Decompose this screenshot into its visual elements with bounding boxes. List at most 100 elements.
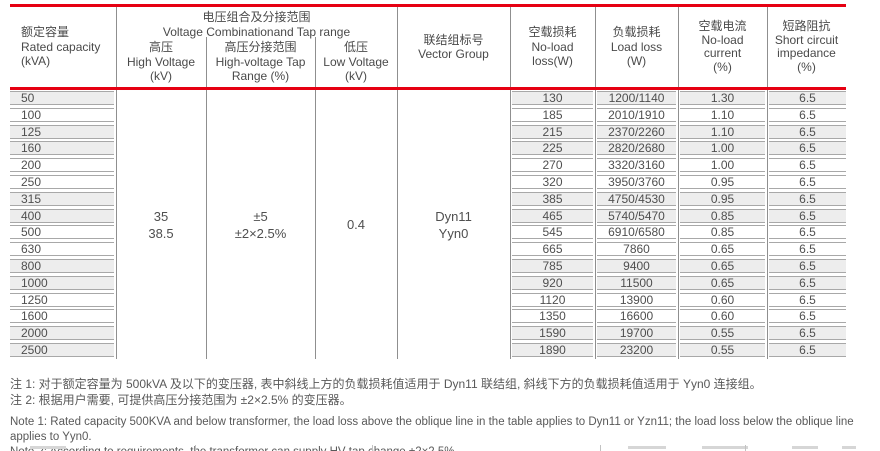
table-row: 400 465 5740/5470 0.85 6.5	[10, 208, 846, 225]
header-rated-capacity: 额定容量 Rated capacity (kVA)	[10, 7, 116, 87]
clipped-fragment	[842, 446, 856, 449]
notes-section: 注 1: 对于额定容量为 500kVA 及以下的变压器, 表中斜线上方的负载损耗…	[10, 377, 876, 451]
header-rated-capacity-en: Rated capacity	[21, 39, 101, 54]
column-divider	[397, 7, 398, 87]
table-row: 50 130 1200/1140 1.30 6.5	[10, 90, 846, 107]
table-row: 2500 1890 23200 0.55 6.5	[10, 342, 846, 359]
cell-no-load-loss: 1120	[512, 292, 593, 307]
cell-capacity: 500	[10, 225, 114, 240]
cell-impedance: 6.5	[769, 326, 846, 341]
cell-capacity: 1000	[10, 275, 114, 290]
header-low-voltage-unit: (kV)	[345, 69, 367, 84]
table-row: 125 215 2370/2260 1.10 6.5	[10, 124, 846, 141]
table-header: 额定容量 Rated capacity (kVA) 电压组合及分接范围 Volt…	[10, 4, 846, 90]
cell-impedance: 6.5	[769, 309, 846, 324]
cell-no-load-current: 0.85	[680, 208, 765, 223]
cell-capacity: 315	[10, 191, 114, 206]
cell-load-loss: 2370/2260	[597, 124, 676, 139]
cell-impedance: 6.5	[769, 91, 846, 105]
cell-no-load-current: 1.00	[680, 141, 765, 156]
table-row: 2000 1590 19700 0.55 6.5	[10, 325, 846, 342]
cell-no-load-loss: 1590	[512, 326, 593, 341]
column-divider	[397, 90, 398, 359]
header-no-load-current-en: No-load	[701, 32, 744, 47]
cell-no-load-loss: 1890	[512, 342, 593, 357]
clipped-divider	[372, 445, 373, 451]
cell-impedance: 6.5	[769, 191, 846, 206]
header-vector-group: 联结组标号 Vector Group	[397, 7, 510, 87]
cell-capacity: 1250	[10, 292, 114, 307]
table-row: 200 270 3320/3160 1.00 6.5	[10, 157, 846, 174]
header-voltage-group: 电压组合及分接范围 Voltage Combinationand Tap ran…	[116, 10, 397, 40]
header-low-voltage: 低压 Low Voltage (kV)	[315, 37, 397, 87]
cell-impedance: 6.5	[769, 258, 846, 273]
header-no-load-loss-zh: 空载损耗	[528, 25, 577, 40]
cell-no-load-current: 0.60	[680, 309, 765, 324]
table-row: 1000 920 11500 0.65 6.5	[10, 275, 846, 292]
cell-impedance: 6.5	[769, 174, 846, 189]
cell-no-load-current: 0.65	[680, 242, 765, 257]
header-load-loss-en: Load loss	[610, 39, 663, 54]
header-no-load-loss: 空载损耗 No-load loss(W)	[510, 7, 595, 87]
table-body: 50 130 1200/1140 1.30 6.5 100 185 2010/1910 1.10…	[10, 90, 846, 359]
note-2-zh: 注 2: 根据用户需要, 可提供高压分接范围为 ±2×2.5% 的变压器。	[10, 392, 352, 407]
table-row: 1600 1350 16600 0.60 6.5	[10, 308, 846, 325]
cell-no-load-current: 0.60	[680, 292, 765, 307]
note-1-zh: 注 1: 对于额定容量为 500kVA 及以下的变压器, 表中斜线上方的负载损耗…	[10, 377, 762, 391]
merged-high-voltage-value: 35 38.5	[148, 208, 174, 241]
table-row: 250 320 3950/3760 0.95 6.5	[10, 174, 846, 191]
header-rated-capacity-zh: 额定容量	[21, 25, 70, 40]
column-divider	[595, 90, 596, 359]
cell-no-load-loss: 665	[512, 242, 593, 257]
column-divider	[767, 7, 768, 87]
note-1-en: Note 1: Rated capacity 500KVA and below …	[10, 416, 854, 443]
header-short-circuit-zh: 短路阻抗	[782, 19, 831, 33]
cell-load-loss: 6910/6580	[597, 225, 676, 240]
cell-load-loss: 7860	[597, 242, 676, 257]
header-low-voltage-en: Low Voltage	[323, 54, 389, 69]
cell-impedance: 6.5	[769, 242, 846, 257]
cell-no-load-current: 1.30	[680, 91, 765, 105]
header-hv-tap-range: 高压分接范围 High-voltage Tap Range (%)	[206, 37, 315, 87]
cell-no-load-current: 0.95	[680, 191, 765, 206]
cell-impedance: 6.5	[769, 225, 846, 240]
cell-load-loss: 13900	[597, 292, 676, 307]
header-hv-tap-range-en: High-voltage Tap	[215, 54, 306, 69]
header-vector-group-en: Vector Group	[418, 47, 489, 61]
cell-no-load-current: 0.55	[680, 342, 765, 357]
cell-load-loss: 19700	[597, 326, 676, 341]
cell-capacity: 1600	[10, 309, 114, 324]
header-low-voltage-zh: 低压	[343, 40, 368, 55]
header-hv-tap-range-zh: 高压分接范围	[224, 40, 297, 55]
header-high-voltage-en: High Voltage	[126, 54, 196, 69]
header-short-circuit-en: Short circuit	[774, 32, 839, 47]
header-load-loss-zh: 负载损耗	[612, 25, 661, 40]
cell-no-load-current: 1.10	[680, 124, 765, 139]
header-short-circuit-unit: (%)	[797, 59, 816, 74]
header-short-circuit-line3: impedance	[777, 46, 836, 60]
cell-no-load-current: 1.00	[680, 158, 765, 173]
table-row: 800 785 9400 0.65 6.5	[10, 258, 846, 275]
merged-tap-range-value: ±5 ±2×2.5%	[234, 208, 287, 241]
column-divider	[116, 90, 117, 359]
clipped-fragment	[792, 446, 818, 449]
column-divider	[595, 7, 596, 87]
spec-table: 额定容量 Rated capacity (kVA) 电压组合及分接范围 Volt…	[10, 4, 846, 359]
clipped-fragment	[628, 446, 666, 449]
cell-impedance: 6.5	[769, 342, 846, 357]
cell-capacity: 630	[10, 242, 114, 257]
table-row: 100 185 2010/1910 1.10 6.5	[10, 107, 846, 124]
table-row: 160 225 2820/2680 1.00 6.5	[10, 140, 846, 157]
header-no-load-loss-en: No-load	[531, 39, 574, 54]
header-no-load-current-line3: current	[703, 46, 742, 60]
cell-no-load-loss: 270	[512, 158, 593, 173]
cell-capacity: 800	[10, 258, 114, 273]
cell-capacity: 100	[10, 107, 114, 122]
cell-no-load-loss: 785	[512, 258, 593, 273]
header-load-loss: 负载损耗 Load loss (W)	[595, 7, 678, 87]
cell-no-load-current: 0.55	[680, 326, 765, 341]
cell-no-load-current: 0.65	[680, 258, 765, 273]
cell-load-loss: 11500	[597, 275, 676, 290]
cell-load-loss: 1200/1140	[597, 91, 676, 105]
header-high-voltage-unit: (kV)	[150, 69, 172, 84]
